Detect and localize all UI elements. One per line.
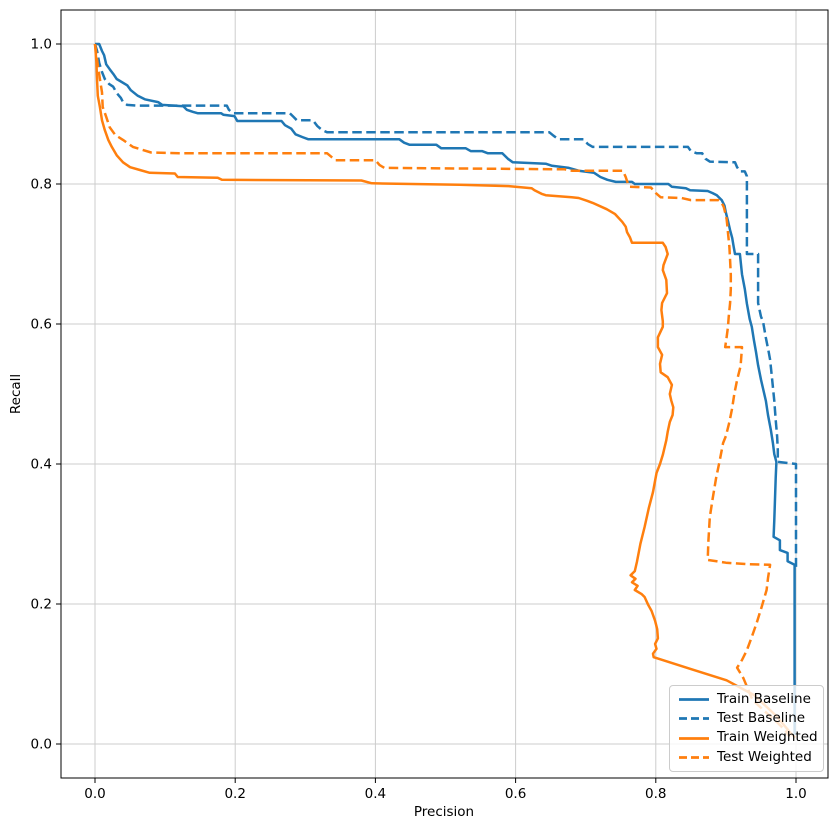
tick-labels: 0.0 0.2 0.4 0.6 0.8 1.0 0.0 0.2 0.4 0.6 0.8 1.0 xyxy=(31,37,807,803)
legend-item-train-weighted: Train Weighted xyxy=(679,729,818,748)
y-tick-label: 0.2 xyxy=(31,597,52,613)
legend-line-sample xyxy=(679,755,709,759)
axes-frame xyxy=(60,9,829,779)
y-tick-label: 0.8 xyxy=(31,177,52,193)
axes-spines xyxy=(60,9,829,779)
series-line-train-baseline xyxy=(95,42,796,735)
series-lines xyxy=(93,42,798,739)
legend-label: Train Weighted xyxy=(717,729,818,746)
legend-line-sample xyxy=(679,698,709,702)
x-tick-label: 0.0 xyxy=(84,786,105,802)
y-axis-label: Recall xyxy=(8,374,24,414)
y-tick-label: 0.4 xyxy=(31,457,52,473)
y-tick-label: 0.6 xyxy=(31,317,52,333)
legend-item-test-baseline: Test Baseline xyxy=(679,709,815,728)
legend: Train Baseline Test Baseline Train Weighte… xyxy=(669,685,824,772)
x-tick-label: 0.8 xyxy=(645,786,666,802)
legend-line-sample xyxy=(679,717,709,721)
legend-label: Test Baseline xyxy=(717,710,806,727)
series-line-test-weighted xyxy=(93,43,791,738)
axis-ticks xyxy=(56,43,797,783)
x-axis-label: Precision xyxy=(414,804,474,820)
x-tick-label: 0.6 xyxy=(505,786,526,802)
legend-label: Train Baseline xyxy=(717,690,811,707)
legend-item-test-weighted: Test Weighted xyxy=(679,748,815,767)
y-tick-label: 1.0 xyxy=(31,37,52,53)
legend-item-train-baseline: Train Baseline xyxy=(679,690,815,709)
x-tick-label: 0.2 xyxy=(224,786,245,802)
x-tick-label: 0.4 xyxy=(365,786,386,802)
legend-label: Test Weighted xyxy=(717,748,812,765)
y-tick-label: 0.0 xyxy=(31,737,52,753)
series-line-train-weighted xyxy=(93,43,797,739)
grid-lines xyxy=(61,10,828,778)
x-tick-label: 1.0 xyxy=(785,786,806,802)
series-line-test-baseline xyxy=(93,43,798,567)
legend-line-sample xyxy=(679,736,709,740)
